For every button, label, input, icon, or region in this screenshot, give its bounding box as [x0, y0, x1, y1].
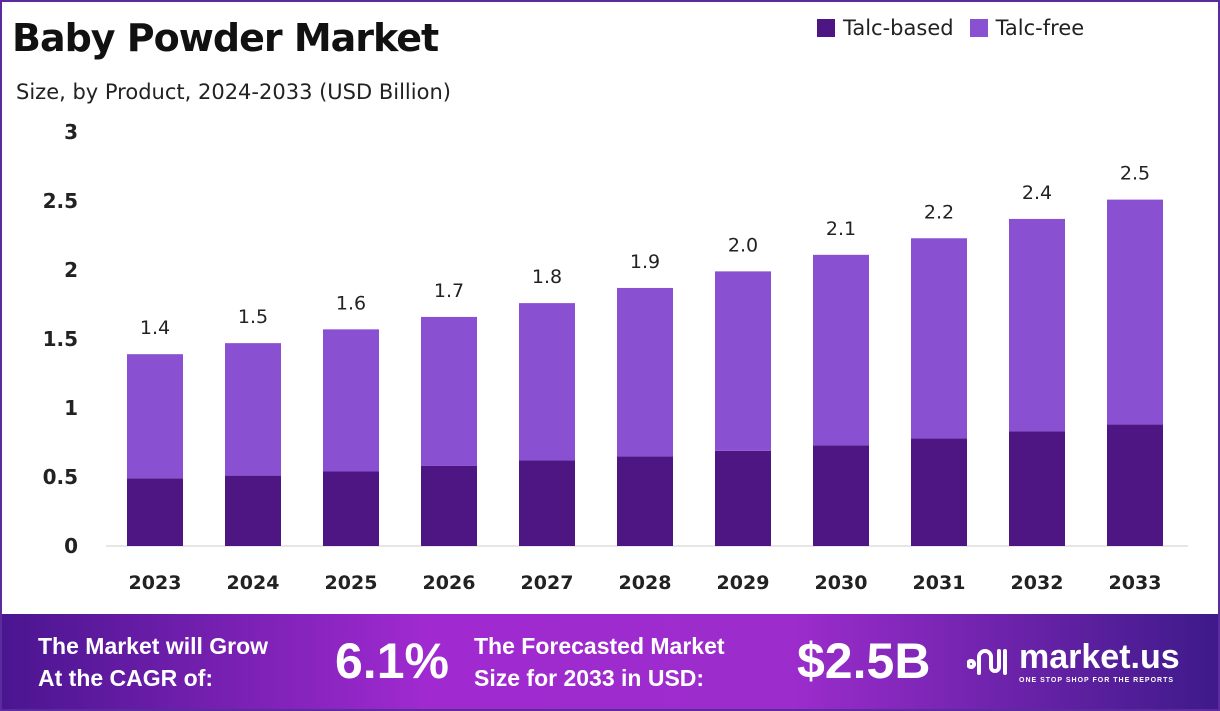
bar-talc-free: [813, 254, 869, 446]
bar-talc-free: [519, 303, 575, 461]
logo-icon: [967, 649, 1007, 675]
legend-item-talc-based: Talc-based: [817, 16, 954, 40]
cagr-label-line: At the CAGR of:: [38, 665, 214, 691]
cagr-value: 6.1%: [335, 633, 449, 689]
bar-talc-based: [519, 460, 575, 546]
x-tick-label: 2033: [1109, 572, 1162, 594]
x-tick-label: 2024: [227, 572, 280, 594]
legend-swatch: [817, 19, 835, 37]
forecast-label: The Forecasted Market Size for 2033 in US…: [474, 630, 725, 694]
y-tick-label: 0: [64, 534, 78, 558]
bar-talc-free: [1107, 199, 1163, 425]
y-tick-label: 0.5: [43, 465, 78, 489]
bar-talc-based: [1107, 424, 1163, 546]
bar-talc-free: [225, 343, 281, 476]
chart-title: Baby Powder Market: [12, 16, 439, 60]
bar-talc-free: [715, 271, 771, 451]
x-tick-label: 2026: [423, 572, 476, 594]
bar-talc-based: [421, 465, 477, 546]
y-tick-label: 2.5: [43, 189, 78, 213]
total-data-label: 1.9: [630, 251, 660, 273]
y-tick-label: 1.5: [43, 327, 78, 351]
bar-talc-free: [421, 316, 477, 466]
x-tick-label: 2025: [325, 572, 378, 594]
total-data-label: 1.7: [434, 280, 464, 302]
bar-talc-free: [1009, 218, 1065, 432]
market-us-logo: market.us ONE STOP SHOP FOR THE REPORTS: [967, 638, 1180, 684]
bar-talc-based: [715, 450, 771, 546]
x-tick-label: 2023: [129, 572, 182, 594]
legend: Talc-based Talc-free: [817, 16, 1084, 40]
bar-talc-free: [323, 329, 379, 472]
y-tick-label: 1: [64, 396, 78, 420]
legend-swatch: [969, 19, 988, 37]
bar-talc-based: [911, 438, 967, 546]
footer-banner: The Market will Grow At the CAGR of: 6.1%…: [2, 614, 1218, 709]
total-data-label: 2.5: [1120, 163, 1150, 185]
cagr-label: The Market will Grow At the CAGR of:: [38, 630, 268, 694]
total-data-label: 1.6: [336, 292, 366, 314]
x-tick-label: 2031: [913, 572, 966, 594]
forecast-value: $2.5B: [797, 633, 931, 689]
bar-talc-free: [911, 238, 967, 439]
total-data-label: 2.0: [728, 234, 758, 256]
y-tick-label: 2: [64, 258, 78, 282]
total-data-label: 2.4: [1022, 182, 1052, 204]
x-tick-label: 2029: [717, 572, 770, 594]
chart-subtitle: Size, by Product, 2024-2033 (USD Billion…: [16, 80, 451, 104]
logo-tagline: ONE STOP SHOP FOR THE REPORTS: [1019, 677, 1175, 684]
total-data-label: 1.4: [140, 317, 170, 339]
bar-talc-based: [813, 445, 869, 546]
total-data-label: 1.8: [532, 266, 562, 288]
forecast-label-line: The Forecasted Market: [474, 633, 725, 659]
bar-talc-free: [127, 354, 183, 479]
total-data-label: 1.5: [238, 306, 268, 328]
total-data-label: 2.1: [826, 218, 856, 240]
x-tick-label: 2027: [521, 572, 574, 594]
bar-talc-based: [225, 475, 281, 546]
bar-talc-based: [1009, 431, 1065, 546]
bar-talc-based: [127, 478, 183, 546]
forecast-label-line: Size for 2033 in USD:: [474, 665, 705, 691]
legend-label: Talc-free: [995, 16, 1085, 40]
logo-text: market.us: [1019, 638, 1180, 676]
total-data-label: 2.2: [924, 201, 954, 223]
legend-item-talc-free: Talc-free: [969, 16, 1085, 40]
plot-area: 0 0.5 1 1.5 2 2.5 3 1.4 2023 1.5 2024 1.6 2025 1.7 202…: [43, 120, 1188, 594]
bar-talc-based: [617, 456, 673, 546]
x-tick-label: 2028: [619, 572, 672, 594]
bar-talc-based: [323, 471, 379, 546]
x-tick-label: 2032: [1011, 572, 1064, 594]
x-tick-label: 2030: [815, 572, 868, 594]
y-tick-label: 3: [64, 120, 78, 144]
legend-label: Talc-based: [843, 16, 954, 40]
bar-talc-free: [617, 287, 673, 457]
cagr-label-line: The Market will Grow: [38, 633, 269, 659]
